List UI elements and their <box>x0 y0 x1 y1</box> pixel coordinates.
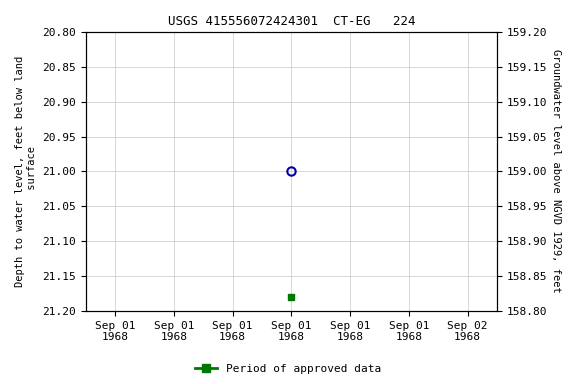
Legend: Period of approved data: Period of approved data <box>191 359 385 379</box>
Y-axis label: Depth to water level, feet below land
 surface: Depth to water level, feet below land su… <box>15 56 37 287</box>
Y-axis label: Groundwater level above NGVD 1929, feet: Groundwater level above NGVD 1929, feet <box>551 50 561 293</box>
Title: USGS 415556072424301  CT-EG   224: USGS 415556072424301 CT-EG 224 <box>168 15 415 28</box>
